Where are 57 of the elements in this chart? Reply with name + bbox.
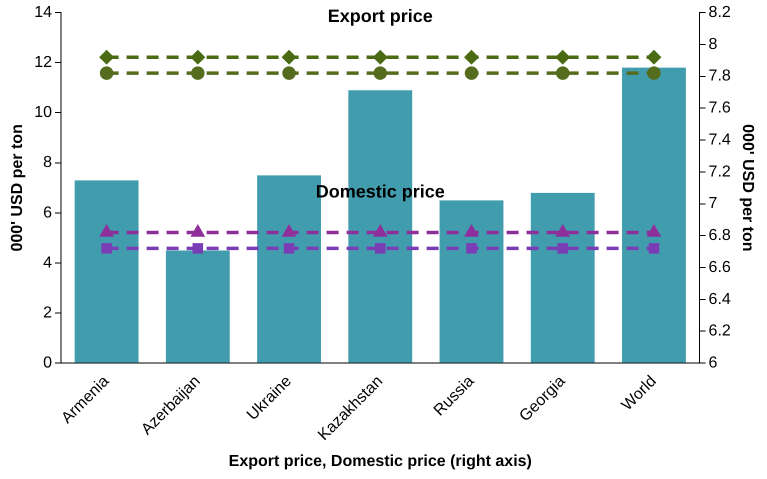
point	[100, 66, 114, 80]
y2-tick-label: 7.6	[708, 100, 731, 117]
point	[191, 66, 205, 80]
point	[557, 243, 568, 254]
point	[648, 243, 660, 254]
point	[192, 243, 204, 254]
point	[282, 50, 296, 64]
point	[465, 226, 478, 237]
y2-tick-label: 6.8	[708, 227, 731, 244]
y-tick-label: 6	[43, 204, 52, 222]
y2-tick-label: 8.2	[708, 4, 731, 22]
x-axis-title: Export price, Domestic price (right axis)	[228, 452, 532, 470]
bar	[530, 192, 595, 363]
point	[282, 66, 296, 80]
y2-tick-label: 7.8	[708, 68, 731, 85]
y-tick-label: 0	[43, 354, 52, 372]
point	[191, 50, 205, 64]
y2-tick-label: 6.2	[708, 322, 731, 340]
point	[466, 243, 477, 254]
annotation: Export price	[328, 6, 433, 26]
bar	[440, 200, 504, 363]
y2-tick-label: 7.4	[708, 131, 731, 148]
point	[100, 226, 113, 237]
y-tick-label: 2	[43, 304, 52, 322]
point	[284, 243, 294, 254]
y2-tick-label: 6.6	[708, 258, 731, 276]
point	[647, 50, 661, 64]
point	[374, 50, 388, 64]
point	[556, 50, 570, 64]
y-tick-label: 14	[34, 4, 52, 22]
point	[648, 226, 660, 237]
y2-tick-label: 8	[708, 36, 718, 53]
y-tick-label: 12	[34, 54, 52, 72]
point	[374, 66, 388, 80]
y2-tick-label: 6.4	[708, 290, 731, 308]
y-tick-label: 10	[34, 104, 52, 122]
y2-tick-label: 7	[708, 195, 718, 212]
point	[100, 50, 114, 64]
point	[282, 226, 296, 237]
y-tick-label: 4	[43, 254, 52, 272]
y2-tick-label: 6	[708, 354, 718, 372]
y-axis-title: 000' USD per ton	[9, 124, 26, 252]
point	[556, 66, 570, 80]
bar	[166, 250, 230, 363]
point	[556, 226, 569, 237]
point	[374, 226, 386, 237]
y2-axis-title: 000' USD per ton	[738, 124, 756, 252]
y2-tick-label: 7.2	[708, 163, 731, 180]
y-tick-label: 8	[43, 154, 52, 172]
point	[464, 50, 478, 64]
point	[101, 243, 112, 254]
bar	[622, 68, 686, 363]
bar	[74, 180, 139, 363]
point	[647, 66, 661, 80]
point	[374, 243, 386, 254]
point	[464, 66, 478, 80]
point	[192, 226, 204, 237]
